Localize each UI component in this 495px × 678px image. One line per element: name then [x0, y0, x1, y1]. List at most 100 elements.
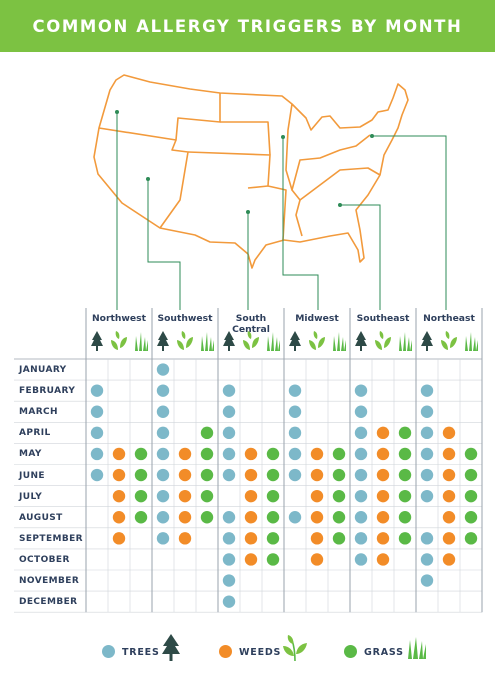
allergen-dot-grass	[266, 553, 280, 566]
allergen-dot-trees	[288, 384, 302, 397]
allergen-dot-weeds	[442, 426, 456, 440]
grass-icon	[408, 637, 426, 659]
allergen-dot-grass	[266, 468, 280, 482]
us-map	[93, 74, 447, 310]
tree-icon	[223, 331, 235, 346]
allergen-dot-trees	[90, 468, 104, 482]
allergen-dot-trees	[420, 489, 434, 503]
month-label: MARCH	[19, 407, 58, 418]
weed-icon	[384, 337, 391, 348]
tree-icon	[96, 346, 98, 351]
allergen-dot-trees	[90, 384, 104, 397]
region-header: Midwest	[295, 313, 339, 324]
allergen-dot-weeds	[310, 553, 324, 566]
grass-icon	[267, 332, 280, 351]
month-label: AUGUST	[19, 512, 63, 523]
weed-icon	[120, 337, 127, 348]
weed-icon	[309, 340, 316, 350]
allergen-dot-weeds	[112, 489, 126, 503]
allergen-dot-weeds	[442, 553, 456, 566]
allergen-dot-trees	[354, 489, 368, 503]
allergen-dot-grass	[134, 468, 148, 482]
tree-icon	[289, 331, 301, 346]
allergen-dot-weeds	[310, 489, 324, 503]
allergen-dot-weeds	[376, 426, 390, 440]
month-label: FEBRUARY	[19, 386, 76, 397]
grass-icon	[135, 332, 148, 351]
page-title: COMMON ALLERGY TRIGGERS BY MONTH	[32, 16, 463, 36]
weed-icon	[283, 635, 307, 662]
allergen-dot-trees	[156, 511, 170, 524]
allergen-dot-trees	[288, 511, 302, 524]
allergen-dot-trees	[420, 405, 434, 418]
weed-icon	[318, 337, 325, 348]
weed-icon	[177, 340, 184, 350]
allergen-dot-grass	[332, 447, 346, 461]
weed-icon	[247, 331, 252, 339]
month-label: OCTOBER	[19, 554, 70, 565]
allergen-dot-grass	[398, 511, 412, 524]
allergen-dot-trees	[222, 405, 236, 418]
allergen-dot-weeds	[376, 553, 390, 566]
allergen-dot-grass	[200, 489, 214, 503]
legend-label-trees: TREES	[122, 647, 160, 658]
tree-icon	[421, 331, 433, 346]
allergen-dot-grass	[200, 468, 214, 482]
allergen-dot-trees	[420, 468, 434, 482]
allergen-dot-grass	[200, 426, 214, 440]
allergen-dot-weeds	[112, 532, 126, 545]
allergen-dot-grass	[398, 532, 412, 545]
tree-icon	[157, 331, 169, 346]
allergen-dot-weeds	[178, 468, 192, 482]
region-header: Northwest	[91, 313, 147, 324]
allergen-dot-weeds	[178, 489, 192, 503]
allergen-dot-grass	[332, 489, 346, 503]
allergen-dot-grass	[464, 447, 478, 461]
allergen-dot-grass	[332, 511, 346, 524]
allergen-dot-weeds	[112, 468, 126, 482]
allergen-dot-trees	[354, 426, 368, 440]
allergen-dot-grass	[332, 468, 346, 482]
allergen-dot-grass	[134, 447, 148, 461]
weed-icon	[181, 331, 186, 339]
allergen-dot-weeds	[244, 553, 258, 566]
allergen-dot-grass	[266, 447, 280, 461]
month-label: JUNE	[19, 470, 45, 481]
allergen-dot-weeds	[376, 468, 390, 482]
allergen-dot-trees	[354, 532, 368, 545]
allergen-dot-trees	[420, 447, 434, 461]
allergen-dot-trees	[288, 447, 302, 461]
tree-icon	[162, 634, 180, 661]
allergen-dot-trees	[354, 447, 368, 461]
month-label: APRIL	[19, 428, 51, 439]
allergen-dot-grass	[464, 511, 478, 524]
legend-dot-trees	[102, 645, 115, 658]
month-label: MAY	[19, 449, 42, 460]
allergen-dot-grass	[134, 489, 148, 503]
allergen-dot-trees	[156, 363, 170, 376]
allergen-dot-grass	[266, 511, 280, 524]
leader-lines	[116, 112, 447, 310]
month-label: JANUARY	[19, 365, 67, 375]
allergen-dot-trees	[420, 426, 434, 440]
allergen-dot-trees	[288, 405, 302, 418]
tree-icon	[91, 331, 103, 346]
weed-icon	[111, 340, 118, 350]
allergen-dot-weeds	[112, 447, 126, 461]
grass-icon	[333, 332, 346, 351]
allergen-dot-weeds	[178, 447, 192, 461]
allergen-dot-trees	[288, 468, 302, 482]
allergen-dot-weeds	[442, 447, 456, 461]
grass-icon	[399, 332, 412, 351]
allergen-dot-trees	[354, 384, 368, 397]
allergen-dot-grass	[266, 489, 280, 503]
allergen-dot-trees	[156, 447, 170, 461]
allergen-dot-weeds	[244, 532, 258, 545]
allergen-dot-trees	[222, 384, 236, 397]
month-label: SEPTEMBER	[19, 533, 84, 544]
allergen-dot-trees	[156, 489, 170, 503]
allergen-dot-grass	[266, 532, 280, 545]
allergen-dot-weeds	[442, 511, 456, 524]
weed-icon	[450, 337, 457, 348]
